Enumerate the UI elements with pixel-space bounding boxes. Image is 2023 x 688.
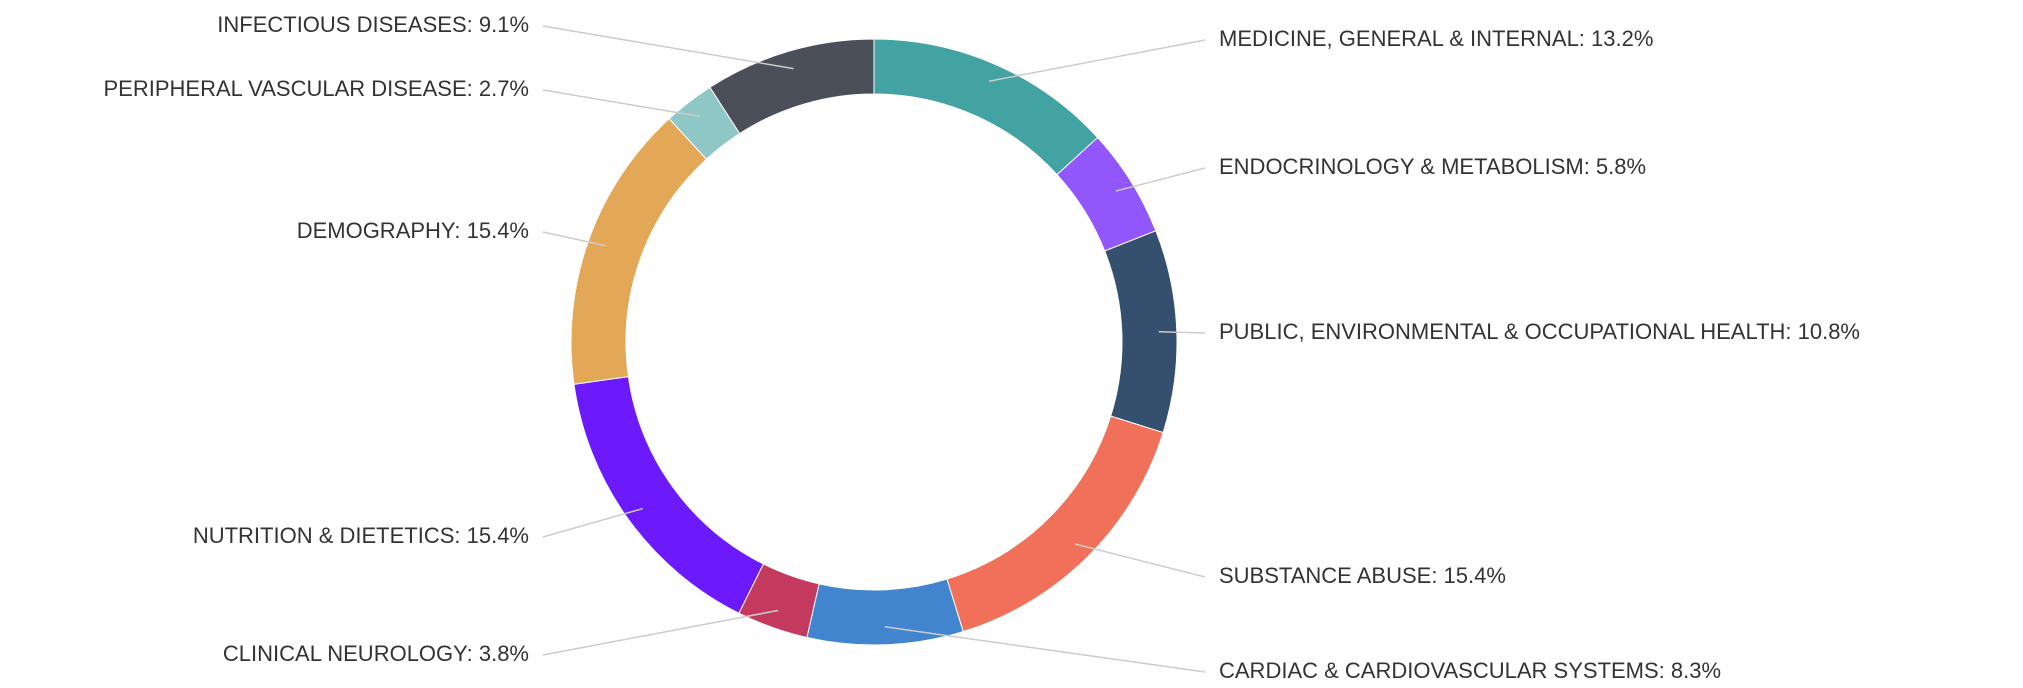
donut-segment: [873, 38, 1099, 176]
data-label: PUBLIC, ENVIRONMENTAL & OCCUPATIONAL HEA…: [1219, 319, 1860, 344]
leader-line: [884, 626, 1206, 673]
donut-segment: [946, 415, 1164, 633]
leader-line: [542, 89, 701, 118]
leader-line: [988, 39, 1206, 82]
data-label: CLINICAL NEUROLOGY: 3.8%: [223, 641, 529, 666]
data-label: SUBSTANCE ABUSE: 15.4%: [1219, 563, 1506, 588]
leader-line: [542, 231, 606, 247]
data-label: NUTRITION & DIETETICS: 15.4%: [193, 523, 529, 548]
leader-line: [542, 25, 794, 70]
donut-segment: [573, 376, 765, 614]
data-label: DEMOGRAPHY: 15.4%: [297, 218, 529, 243]
data-label: PERIPHERAL VASCULAR DISEASE: 2.7%: [104, 76, 530, 101]
donut-segment: [709, 38, 875, 135]
leader-line: [542, 507, 643, 538]
data-label: CARDIAC & CARDIOVASCULAR SYSTEMS: 8.3%: [1219, 658, 1721, 683]
leader-line: [1158, 330, 1206, 334]
leader-line: [1074, 543, 1206, 578]
donut-segment: [570, 117, 708, 385]
data-label: INFECTIOUS DISEASES: 9.1%: [217, 12, 529, 37]
data-label: MEDICINE, GENERAL & INTERNAL: 13.2%: [1219, 26, 1653, 51]
leader-line: [1115, 167, 1206, 192]
leader-line: [542, 609, 779, 656]
data-label: ENDOCRINOLOGY & METABOLISM: 5.8%: [1219, 154, 1646, 179]
